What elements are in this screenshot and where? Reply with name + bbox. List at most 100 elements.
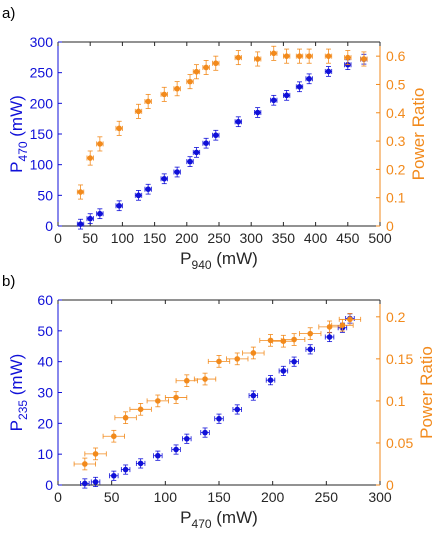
blue-point-b (122, 466, 129, 473)
x-tick-label-a: 150 (143, 230, 167, 246)
y-tick-label-a: 0 (45, 218, 53, 234)
blue-point-b (92, 479, 99, 485)
panel-b-plot: 0 50 100 150 200 250 300010203040506000.050.10… (37, 292, 413, 505)
orange-point-b (307, 330, 314, 337)
x-axis-label-a-main: P (180, 249, 191, 268)
orange-point-b (339, 322, 346, 329)
x-tick-label-a: 200 (175, 230, 199, 246)
orange-point-a (306, 53, 312, 59)
blue-point-a (135, 192, 142, 199)
blue-point-a (283, 92, 290, 99)
orange-point-a (345, 54, 351, 61)
x-tick-label-b: 50 (104, 489, 120, 505)
orange-point-b (111, 433, 117, 440)
y2-tick-label-a: 0.5 (386, 76, 406, 92)
y2-tick-label-b: 0.05 (386, 435, 413, 451)
y2-tick-label-a: 0.6 (386, 48, 406, 64)
x-tick-label-b: 150 (207, 489, 231, 505)
x-tick-label-a: 300 (240, 230, 264, 246)
orange-point-b (326, 324, 333, 330)
y-tick-label-b: 40 (37, 354, 53, 370)
blue-point-b (173, 446, 179, 453)
y2-tick-label-a: 0.3 (386, 133, 406, 149)
blue-point-b (234, 406, 241, 413)
blue-point-a (270, 97, 277, 104)
x-tick-label-a: 0 (54, 230, 62, 246)
blue-point-a (161, 175, 168, 182)
blue-point-a (212, 132, 219, 139)
orange-point-b (184, 377, 190, 384)
orange-point-a (174, 85, 180, 92)
x-axis-label-b: P470 (mW) (180, 508, 258, 531)
panel-a-plot: 0 50 100 150 200 250 300 350 400 450 5000501001502… (30, 34, 406, 246)
y-tick-label-b: 10 (37, 446, 53, 462)
x-tick-label-a: 500 (368, 230, 392, 246)
y-tick-label-a: 100 (30, 157, 54, 173)
x-tick-label-a: 400 (304, 230, 328, 246)
y2-tick-label-a: 0.4 (386, 105, 406, 121)
blue-point-b (291, 358, 297, 365)
blue-point-a (145, 186, 151, 192)
y-tick-label-b: 50 (37, 323, 53, 339)
orange-point-a (203, 64, 209, 71)
orange-point-b (173, 394, 179, 401)
y2-tick-label-a: 0 (386, 218, 394, 234)
orange-point-a (187, 78, 193, 85)
orange-point-a (135, 108, 142, 115)
panel-a: a) 0 50 100 150 200 250 300 350 400 450 5000501001… (2, 5, 428, 272)
blue-point-a (254, 109, 261, 116)
y-axis-label-b-unit: (mW) (7, 354, 26, 400)
y-axis-label-a-unit: (mW) (7, 95, 26, 141)
orange-point-a (212, 60, 219, 67)
orange-point-b (267, 337, 274, 344)
orange-point-b (155, 398, 161, 404)
y-tick-label-b: 30 (37, 385, 53, 401)
y-tick-label-a: 150 (30, 126, 54, 142)
y-axis-label-b-sub: 235 (16, 400, 30, 420)
blue-point-a (87, 215, 93, 222)
x-axis-label-a-sub: 940 (192, 258, 212, 272)
x-tick-label-b: 300 (368, 489, 392, 505)
y2-axis-label-a: Power Ratio (409, 88, 428, 181)
y-axis-label-a-sub: 470 (16, 141, 30, 161)
blue-point-a (116, 202, 122, 209)
y-tick-label-a: 300 (30, 34, 54, 50)
y-axis-label-a: P470 (mW) (7, 95, 30, 173)
orange-point-b (216, 358, 222, 365)
x-tick-label-a: 250 (207, 230, 231, 246)
y2-tick-label-b: 0.15 (386, 351, 413, 367)
y-tick-label-b: 0 (45, 477, 53, 493)
blue-point-b (82, 480, 88, 487)
y2-tick-label-b: 0.2 (386, 309, 406, 325)
blue-point-a (193, 149, 200, 156)
orange-point-a (270, 50, 277, 57)
blue-point-a (235, 118, 242, 125)
orange-point-b (122, 414, 129, 421)
blue-point-b (280, 368, 287, 374)
blue-point-a (306, 76, 312, 82)
orange-point-b (92, 451, 99, 457)
y2-tick-label-b: 0.1 (386, 393, 406, 409)
orange-point-a (235, 54, 242, 61)
x-tick-label-a: 100 (111, 230, 135, 246)
orange-point-a (296, 53, 303, 59)
blue-point-a (187, 158, 193, 165)
x-tick-label-a: 50 (82, 230, 98, 246)
y-axis-label-a-main: P (7, 161, 26, 172)
y-tick-label-a: 200 (30, 95, 54, 111)
x-axis-label-b-sub: 470 (192, 517, 212, 531)
blue-point-b (250, 392, 257, 399)
orange-point-a (283, 53, 290, 59)
blue-point-a (325, 68, 332, 75)
x-tick-label-a: 350 (272, 230, 296, 246)
x-tick-label-b: 100 (154, 489, 178, 505)
y2-tick-label-a: 0.1 (386, 190, 406, 206)
orange-point-a (161, 91, 168, 98)
x-axis-label-b-main: P (180, 508, 191, 527)
x-axis-label-b-unit: (mW) (212, 508, 258, 527)
orange-point-a (325, 53, 332, 59)
y-tick-label-b: 60 (37, 292, 53, 308)
blue-point-b (155, 452, 161, 459)
y-axis-label-b: P235 (mW) (7, 354, 30, 432)
